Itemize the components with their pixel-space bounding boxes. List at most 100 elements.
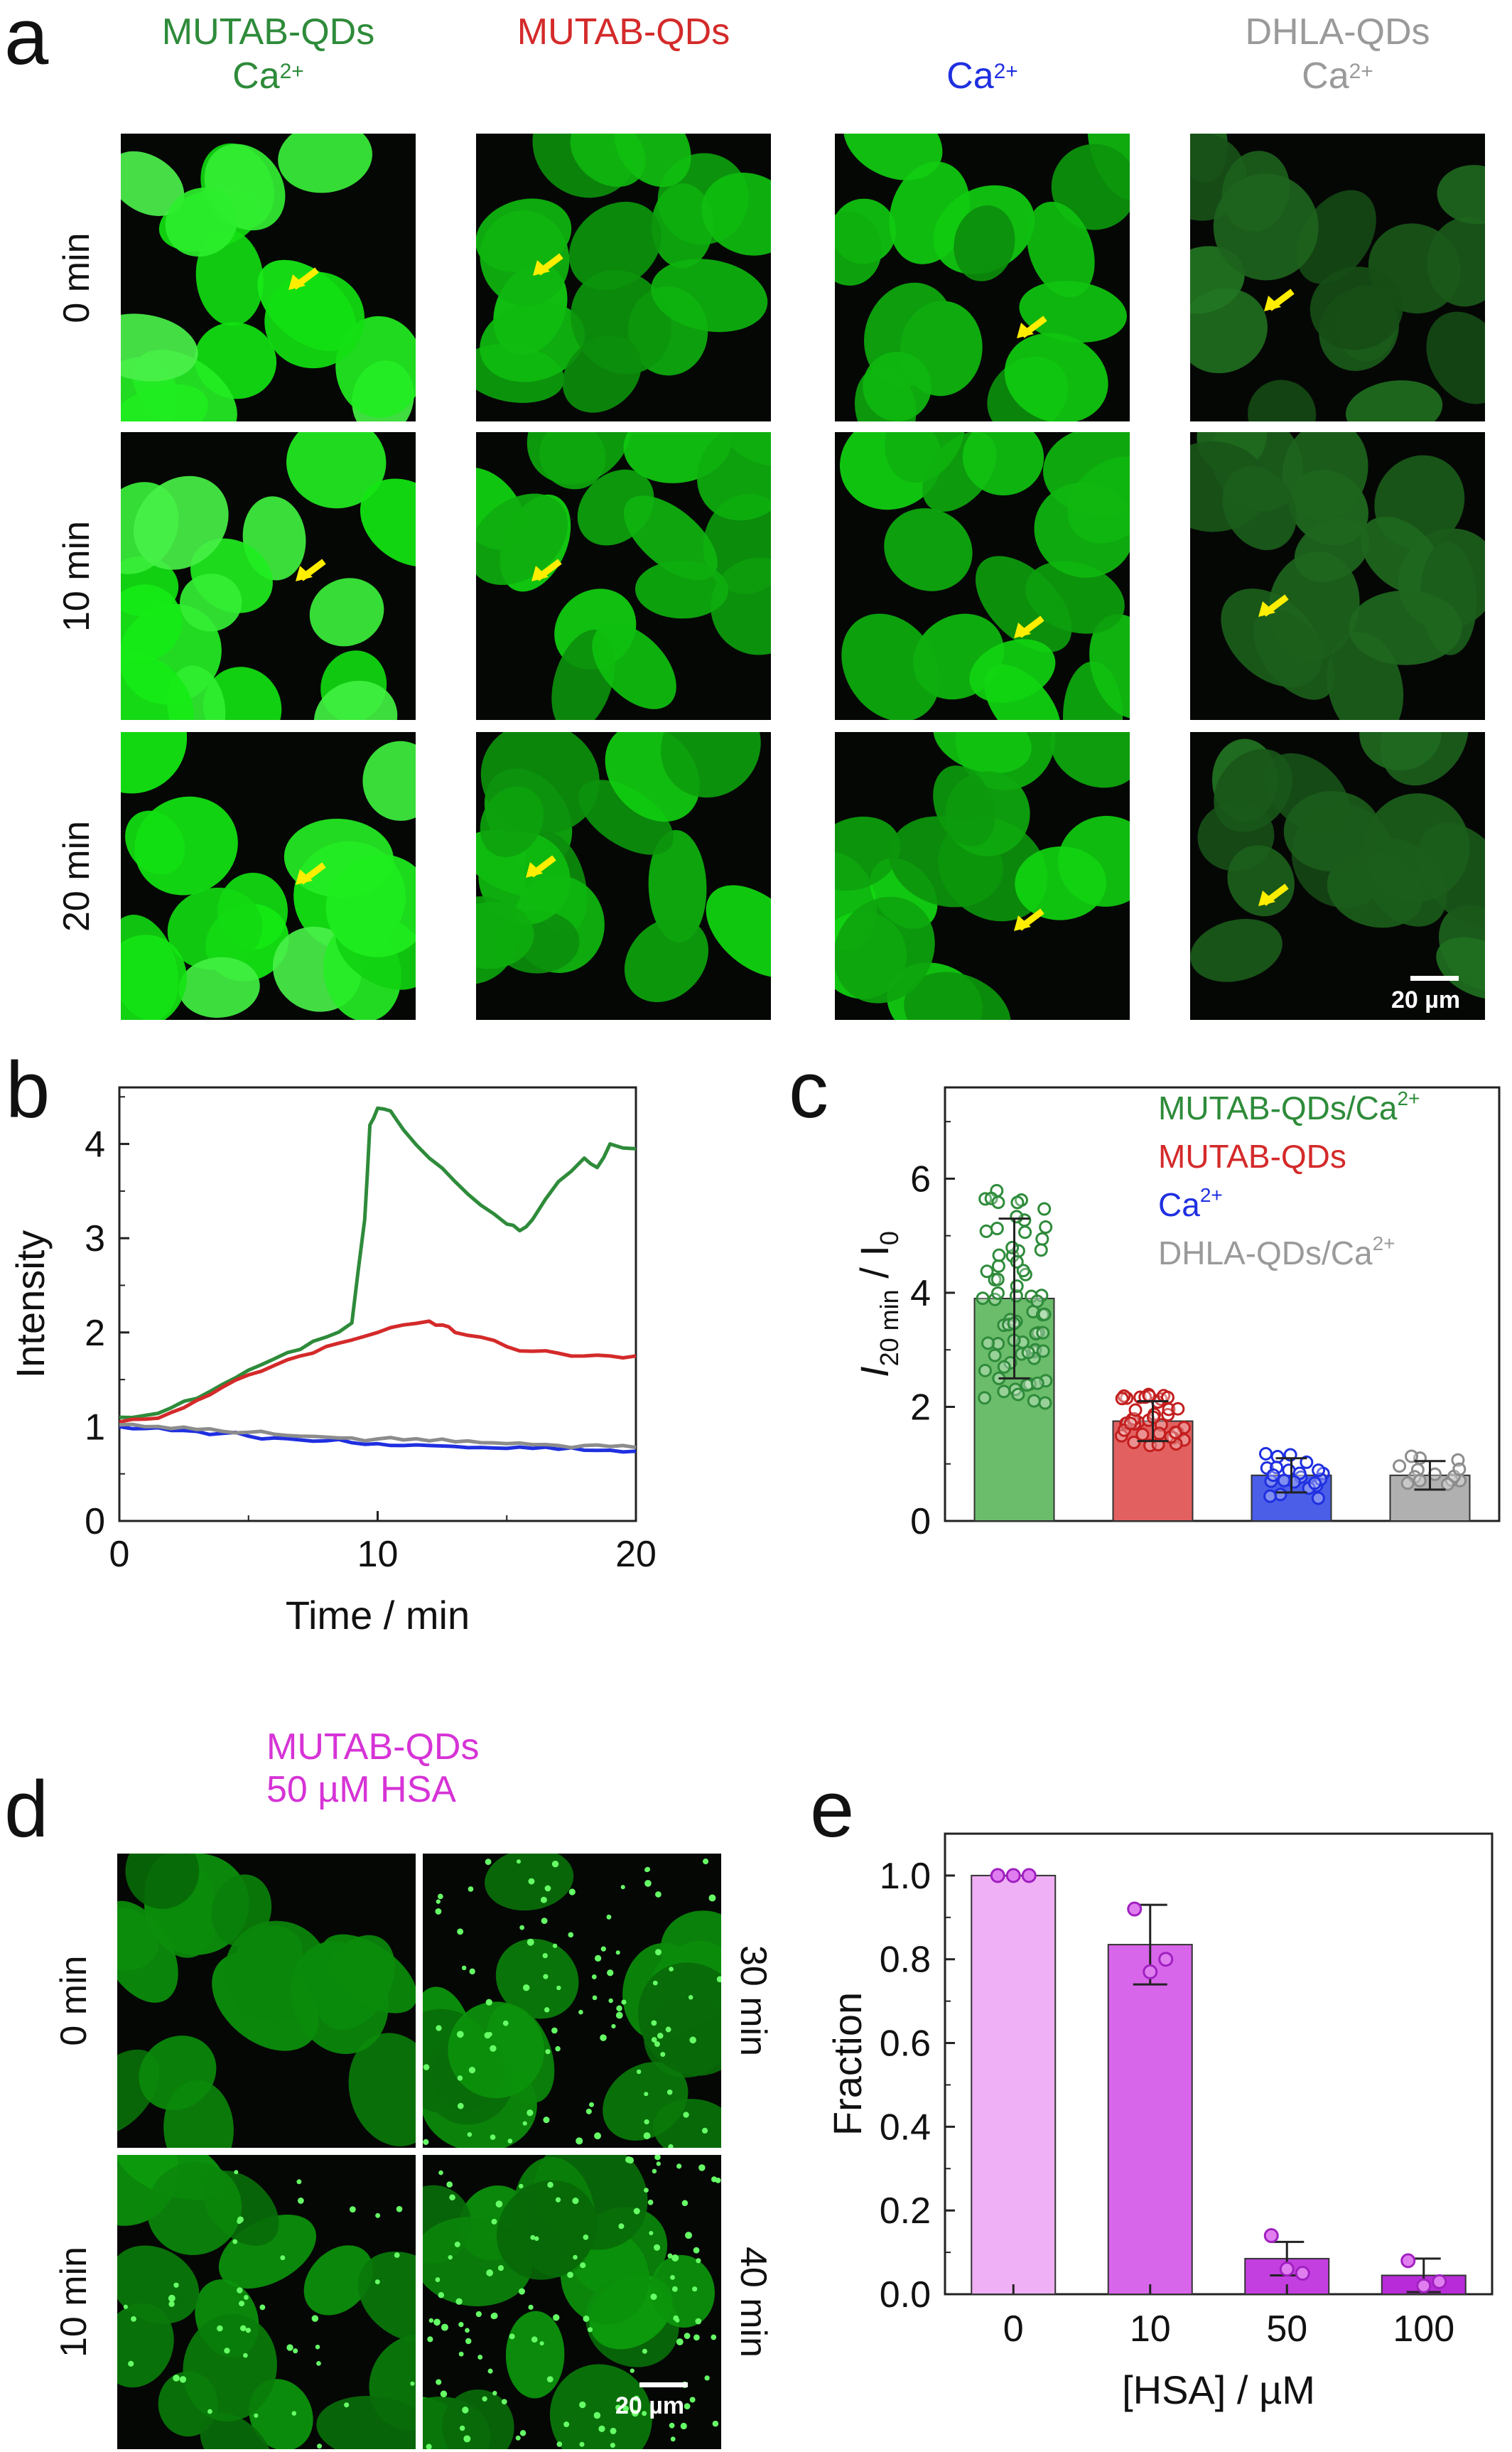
- qd-spot: [457, 1928, 464, 1935]
- qd-spot: [519, 1925, 524, 1930]
- qd-spot: [541, 1918, 548, 1925]
- qd-spot: [600, 2034, 607, 2041]
- qd-spot: [675, 2318, 680, 2323]
- qd-spot: [441, 2323, 448, 2331]
- qd-spot: [344, 2402, 350, 2408]
- data-point: [1168, 1425, 1182, 1439]
- qd-spot: [438, 2292, 445, 2298]
- cell: [183, 2313, 277, 2421]
- qd-spot: [670, 2274, 675, 2280]
- y-axis-label: Fraction: [825, 1992, 870, 2136]
- data-point: [991, 1259, 1005, 1273]
- cell: [1349, 590, 1462, 665]
- cell: [167, 887, 263, 970]
- qd-spot: [491, 2218, 497, 2225]
- qd-spot: [317, 2443, 323, 2449]
- qd-spot: [297, 2198, 304, 2204]
- data-point: [1307, 1476, 1322, 1490]
- qd-spot: [173, 2282, 179, 2288]
- qd-spot: [712, 2420, 719, 2427]
- panel-d-right-label-1: 30 min: [733, 1945, 774, 2057]
- qd-spot: [463, 2435, 471, 2443]
- y-tick-label: 0.0: [880, 2274, 931, 2316]
- y-tick-label: 0.6: [880, 2023, 931, 2065]
- qd-spot: [467, 2132, 472, 2137]
- qd-spot: [427, 2336, 433, 2343]
- data-point: [990, 1286, 1005, 1300]
- micrograph-d-row1-col1: [117, 1854, 416, 2148]
- qd-spot: [502, 2020, 509, 2026]
- column-header-line2: Ca2+: [99, 54, 437, 98]
- qd-spot: [704, 2375, 710, 2381]
- legend-text: MUTAB-QDs: [1158, 1138, 1346, 1175]
- data-point: [1400, 2253, 1416, 2269]
- y-tick-label: 4: [910, 1273, 931, 1314]
- micrograph-col2-row2: [476, 432, 771, 720]
- cell: [578, 780, 674, 855]
- qd-spot: [622, 2405, 630, 2412]
- data-point: [1030, 1376, 1044, 1390]
- column-header-2: MUTAB-QDs: [455, 10, 792, 54]
- micrograph-col3-row2: [835, 432, 1130, 720]
- qd-spot: [660, 2052, 666, 2058]
- qd-spot: [131, 2316, 136, 2322]
- cell: [117, 1900, 178, 2003]
- x-axis-label: Time / min: [286, 1593, 470, 1638]
- qd-spot: [593, 2411, 601, 2419]
- qd-spot: [618, 2223, 625, 2230]
- legend-sup: 2+: [1200, 1184, 1223, 1206]
- micrograph-image: [476, 134, 771, 413]
- data-point: [1300, 1455, 1314, 1469]
- y-axis-label: I20 min / I0: [852, 1231, 904, 1377]
- data-point: [1263, 1489, 1278, 1503]
- micrograph-col1-row2: [121, 432, 416, 720]
- cell: [651, 259, 768, 333]
- column-header-3: Ca2+: [814, 54, 1151, 98]
- column-header-line1: DHLA-QDs: [1245, 11, 1430, 53]
- cell: [121, 384, 208, 421]
- data-point: [1171, 1402, 1185, 1416]
- cell: [264, 271, 365, 369]
- qd-spot: [650, 2294, 657, 2301]
- cell: [539, 432, 606, 490]
- qd-spot: [495, 2200, 503, 2208]
- cell: [360, 478, 416, 567]
- arrow-head: [1258, 601, 1275, 617]
- data-point: [1016, 1264, 1030, 1278]
- ylabel-sub1: 20 min: [875, 1289, 904, 1366]
- panel-d-scalebar-label: 20 µm: [615, 2392, 685, 2419]
- qd-spot: [243, 2352, 248, 2358]
- qd-spot: [457, 2075, 463, 2081]
- data-point: [992, 1248, 1006, 1262]
- cell: [1282, 432, 1368, 521]
- data-point: [978, 1363, 992, 1377]
- cell: [1359, 732, 1442, 771]
- cell: [962, 432, 1044, 496]
- data-point: [1010, 1254, 1024, 1269]
- micrograph-col4-row1: [1190, 134, 1485, 421]
- data-point: [1018, 1225, 1032, 1240]
- panel-d-title: MUTAB-QDs 50 µM HSA: [266, 1726, 479, 1811]
- qd-spot: [568, 1932, 574, 1938]
- cell: [1025, 561, 1125, 634]
- qd-spot: [526, 2109, 534, 2117]
- qd-spot: [608, 1998, 613, 2004]
- qd-spot: [544, 1885, 551, 1892]
- cell: [1004, 333, 1108, 421]
- plot-frame: [118, 1086, 637, 1522]
- qd-spot: [578, 2009, 583, 2015]
- qd-spot: [657, 2033, 664, 2039]
- column-header-line2: Ca2+: [814, 54, 1151, 98]
- data-point: [1010, 1195, 1025, 1210]
- cell: [442, 2389, 514, 2449]
- qd-spot: [490, 2134, 496, 2140]
- cell: [480, 210, 570, 306]
- qd-spot: [567, 2271, 573, 2279]
- cell: [651, 183, 713, 268]
- qd-spot: [649, 2230, 654, 2236]
- y-tick-label: 1.0: [880, 1856, 931, 1897]
- qd-spot: [684, 2333, 691, 2339]
- qd-spot: [615, 1950, 620, 1955]
- qd-spot: [435, 2277, 441, 2282]
- qd-spot: [293, 2348, 298, 2354]
